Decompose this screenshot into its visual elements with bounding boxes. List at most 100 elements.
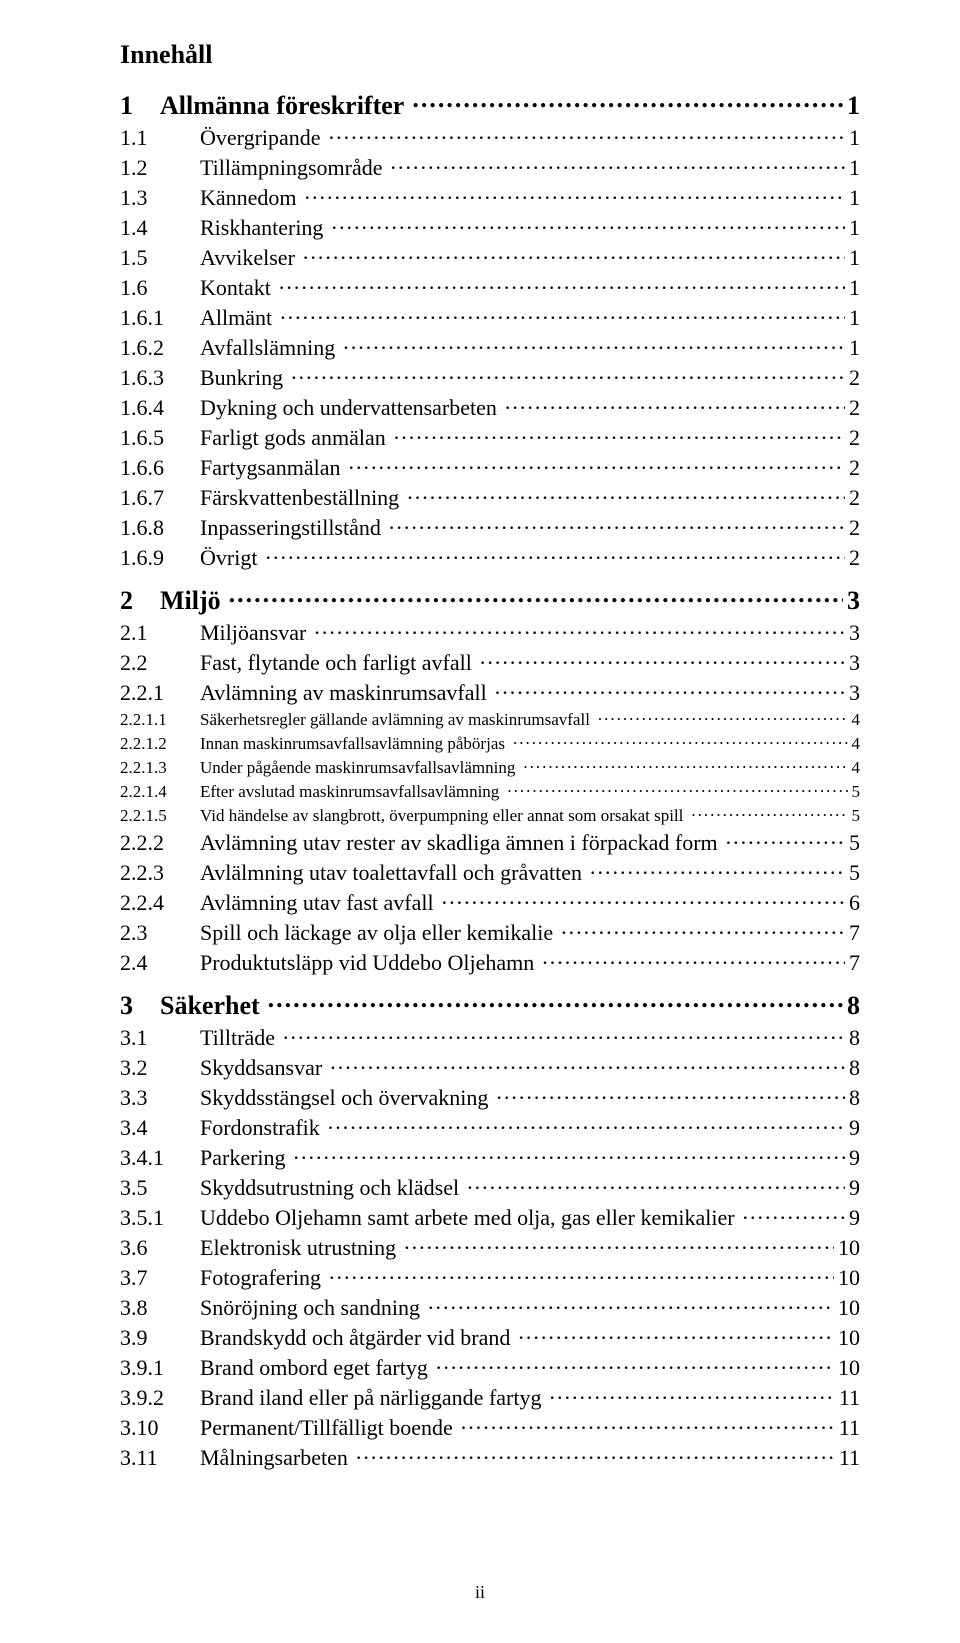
toc-entry-label: Fotografering bbox=[200, 1265, 323, 1291]
toc-entry-number: 3.3 bbox=[120, 1085, 200, 1111]
toc-entry-number: 2.2.2 bbox=[120, 830, 200, 856]
toc-entry-label: Allmänna föreskrifter bbox=[160, 91, 406, 121]
toc-entry: 3.5.1Uddebo Oljehamn samt arbete med olj… bbox=[120, 1203, 860, 1231]
toc-entry-page: 1 bbox=[845, 125, 860, 151]
toc-leader-dots bbox=[389, 513, 845, 535]
toc-entry-page: 11 bbox=[835, 1385, 860, 1411]
toc-entry-label: Inpasseringstillstånd bbox=[200, 515, 383, 541]
toc-entry: 1.5Avvikelser1 bbox=[120, 243, 860, 271]
toc-entry: 3.4.1Parkering9 bbox=[120, 1143, 860, 1171]
toc-entry-page: 2 bbox=[845, 485, 860, 511]
toc-leader-dots bbox=[495, 678, 845, 700]
toc-leader-dots bbox=[314, 618, 845, 640]
toc-entry-page: 10 bbox=[834, 1355, 860, 1381]
toc-entry-page: 3 bbox=[845, 620, 860, 646]
toc-entry-number: 3.4 bbox=[120, 1115, 200, 1141]
toc-leader-dots bbox=[507, 780, 847, 797]
toc-entry-label: Avlämning av maskinrumsavfall bbox=[200, 680, 489, 706]
toc-entry-number: 1.6.1 bbox=[120, 305, 200, 331]
toc-entry: 1.6.3Bunkring2 bbox=[120, 363, 860, 391]
toc-entry-number: 3.9.2 bbox=[120, 1385, 200, 1411]
toc-entry-label: Kännedom bbox=[200, 185, 299, 211]
toc-entry-label: Permanent/Tillfälligt boende bbox=[200, 1415, 455, 1441]
toc-entry-label: Fartygsanmälan bbox=[200, 455, 343, 481]
toc-leader-dots bbox=[561, 918, 845, 940]
toc-entry-page: 1 bbox=[843, 91, 860, 121]
toc-entry-number: 3.5 bbox=[120, 1175, 200, 1201]
toc-entry-page: 2 bbox=[845, 455, 860, 481]
toc-entry-page: 5 bbox=[845, 860, 860, 886]
toc-entry: 3.1Tillträde 8 bbox=[120, 1023, 860, 1051]
toc-entry: 1Allmänna föreskrifter1 bbox=[120, 88, 860, 121]
toc-entry-label: Skyddsutrustning och klädsel bbox=[200, 1175, 461, 1201]
toc-leader-dots bbox=[404, 1233, 834, 1255]
toc-entry-label: Tillträde bbox=[200, 1025, 277, 1051]
toc-leader-dots bbox=[496, 1083, 845, 1105]
toc-leader-dots bbox=[283, 1023, 845, 1045]
toc-entry-page: 2 bbox=[845, 515, 860, 541]
toc-entry: 1.3Kännedom1 bbox=[120, 183, 860, 211]
toc-entry-number: 3.4.1 bbox=[120, 1145, 200, 1171]
toc-entry-number: 3.1 bbox=[120, 1025, 200, 1051]
toc-entry-label: Under pågående maskinrumsavfallsavlämnin… bbox=[200, 758, 517, 778]
toc-entry: 1.6.5Farligt gods anmälan2 bbox=[120, 423, 860, 451]
toc-entry: 3.11Målningsarbeten11 bbox=[120, 1443, 860, 1471]
toc-leader-dots bbox=[549, 1383, 834, 1405]
toc-entry-label: Avfallslämning bbox=[200, 335, 337, 361]
toc-entry: 3.3Skyddsstängsel och övervakning 8 bbox=[120, 1083, 860, 1111]
toc-leader-dots bbox=[265, 543, 845, 565]
toc-entry-label: Övrigt bbox=[200, 545, 259, 571]
toc-entry-number: 1.6.3 bbox=[120, 365, 200, 391]
toc-entry-page: 8 bbox=[845, 1085, 860, 1111]
toc-entry-number: 2.2.4 bbox=[120, 890, 200, 916]
toc-entry-page: 3 bbox=[845, 650, 860, 676]
toc-entry-number: 1.6.4 bbox=[120, 395, 200, 421]
toc-entry-label: Kontakt bbox=[200, 275, 273, 301]
toc-entry-page: 5 bbox=[848, 806, 861, 826]
toc-leader-dots bbox=[356, 1443, 835, 1465]
toc-entry-number: 3 bbox=[120, 991, 160, 1021]
toc-entry-page: 10 bbox=[834, 1235, 860, 1261]
toc-entry-number: 2.2.1.3 bbox=[120, 758, 200, 778]
toc-entry-label: Övergripande bbox=[200, 125, 323, 151]
toc-leader-dots bbox=[428, 1293, 834, 1315]
toc-entry-page: 9 bbox=[845, 1145, 860, 1171]
toc-entry: 3.2Skyddsansvar8 bbox=[120, 1053, 860, 1081]
toc-entry: 3.6Elektronisk utrustning10 bbox=[120, 1233, 860, 1261]
toc-entry: 1.6.4Dykning och undervattensarbeten2 bbox=[120, 393, 860, 421]
toc-entry-number: 2.2.1.5 bbox=[120, 806, 200, 826]
page-number-footer: ii bbox=[475, 1582, 485, 1603]
toc-leader-dots bbox=[331, 213, 845, 235]
toc-entry-page: 8 bbox=[845, 1025, 860, 1051]
toc-entry-number: 2.1 bbox=[120, 620, 200, 646]
toc-entry-label: Efter avslutad maskinrumsavfallsavlämnin… bbox=[200, 782, 501, 802]
toc-entry-label: Skyddsansvar bbox=[200, 1055, 324, 1081]
toc-entry: 1.4Riskhantering1 bbox=[120, 213, 860, 241]
toc-entry-page: 6 bbox=[845, 890, 860, 916]
toc-leader-dots bbox=[305, 183, 845, 205]
toc-entry-label: Innan maskinrumsavfallsavlämning påbörja… bbox=[200, 734, 507, 754]
toc-entry: 1.6.2Avfallslämning1 bbox=[120, 333, 860, 361]
toc-entry: 2.2.2Avlämning utav rester av skadliga ä… bbox=[120, 828, 860, 856]
toc-leader-dots bbox=[407, 483, 845, 505]
toc-leader-dots bbox=[523, 756, 847, 773]
toc-entry: 2.2Fast, flytande och farligt avfall3 bbox=[120, 648, 860, 676]
toc-entry-number: 3.11 bbox=[120, 1445, 200, 1471]
toc-entry-label: Riskhantering bbox=[200, 215, 325, 241]
toc-leader-dots bbox=[268, 988, 843, 1014]
toc-entry-number: 1.6.9 bbox=[120, 545, 200, 571]
toc-entry-label: Skyddsstängsel och övervakning bbox=[200, 1085, 490, 1111]
toc-entry-number: 2.3 bbox=[120, 920, 200, 946]
toc-entry-label: Avvikelser bbox=[200, 245, 297, 271]
toc-entry-page: 10 bbox=[834, 1265, 860, 1291]
toc-entry-page: 3 bbox=[843, 586, 860, 616]
toc-entry-number: 2.2 bbox=[120, 650, 200, 676]
toc-leader-dots bbox=[461, 1413, 835, 1435]
toc-entry: 2.1Miljöansvar3 bbox=[120, 618, 860, 646]
toc-leader-dots bbox=[518, 1323, 834, 1345]
toc-entry: 1.6.1Allmänt1 bbox=[120, 303, 860, 331]
toc-entry-number: 3.7 bbox=[120, 1265, 200, 1291]
toc-entry-number: 3.10 bbox=[120, 1415, 200, 1441]
toc-leader-dots bbox=[328, 1113, 845, 1135]
toc-entry: 2.2.1Avlämning av maskinrumsavfall3 bbox=[120, 678, 860, 706]
